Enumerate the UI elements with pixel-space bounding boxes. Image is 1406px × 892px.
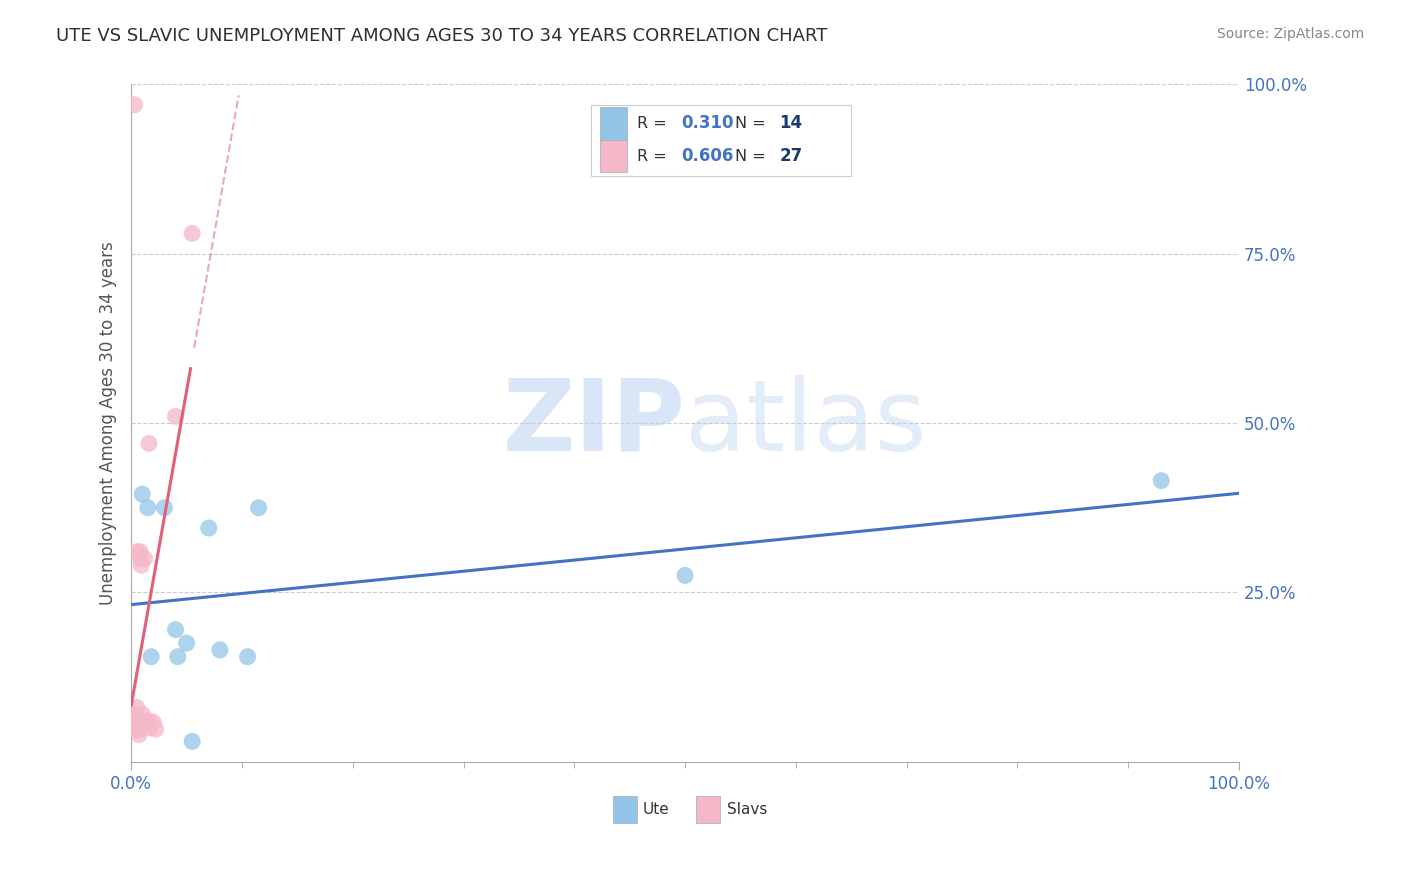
Point (1150, 474, 1173, 488)
Point (127, 723, 149, 738)
Point (138, 436, 160, 450)
Bar (600, 140, 627, 172)
Point (125, 545, 148, 559)
Text: ZIP: ZIP (502, 375, 685, 472)
Point (236, 649, 259, 664)
Y-axis label: Unemployment Among Ages 30 to 34 years: Unemployment Among Ages 30 to 34 years (100, 241, 117, 605)
Text: atlas: atlas (685, 375, 927, 472)
Point (127, 721, 149, 735)
Point (129, 551, 152, 566)
Text: N =: N = (735, 149, 770, 163)
Text: 27: 27 (779, 147, 803, 165)
Text: Slavs: Slavs (727, 802, 768, 816)
Point (176, 636, 198, 650)
Point (136, 500, 159, 515)
Point (153, 500, 176, 515)
FancyBboxPatch shape (591, 104, 851, 176)
Point (128, 722, 150, 736)
Point (128, 721, 150, 735)
Bar (613, 796, 637, 822)
Point (129, 558, 152, 573)
Text: N =: N = (735, 116, 770, 131)
Point (127, 714, 149, 728)
Point (129, 715, 152, 730)
Text: R =: R = (637, 116, 672, 131)
Point (181, 227, 204, 241)
Text: Source: ZipAtlas.com: Source: ZipAtlas.com (1216, 27, 1364, 41)
Point (131, 487, 153, 501)
Bar (696, 796, 720, 822)
Point (145, 722, 167, 736)
Point (125, 711, 148, 725)
Point (141, 649, 163, 664)
Point (197, 521, 219, 535)
Point (247, 500, 270, 515)
Text: UTE VS SLAVIC UNEMPLOYMENT AMONG AGES 30 TO 34 YEARS CORRELATION CHART: UTE VS SLAVIC UNEMPLOYMENT AMONG AGES 30… (56, 27, 828, 45)
Text: 0.606: 0.606 (682, 147, 734, 165)
Point (673, 568, 696, 582)
Point (165, 623, 187, 637)
Point (166, 649, 188, 664)
Point (124, 97, 146, 112)
Point (208, 643, 231, 657)
Text: 0.310: 0.310 (682, 114, 734, 132)
Point (138, 714, 160, 728)
Point (129, 545, 152, 559)
Point (125, 714, 148, 728)
Point (128, 728, 150, 742)
Point (165, 409, 187, 424)
Text: R =: R = (637, 149, 672, 163)
Text: Ute: Ute (643, 802, 669, 816)
Point (181, 734, 204, 748)
Point (139, 721, 162, 735)
Point (131, 707, 153, 722)
Point (134, 551, 156, 566)
Point (127, 722, 149, 736)
Bar (600, 107, 627, 140)
Point (125, 700, 148, 714)
Point (135, 714, 157, 728)
Text: 14: 14 (779, 114, 803, 132)
Point (124, 707, 146, 722)
Point (142, 715, 165, 730)
